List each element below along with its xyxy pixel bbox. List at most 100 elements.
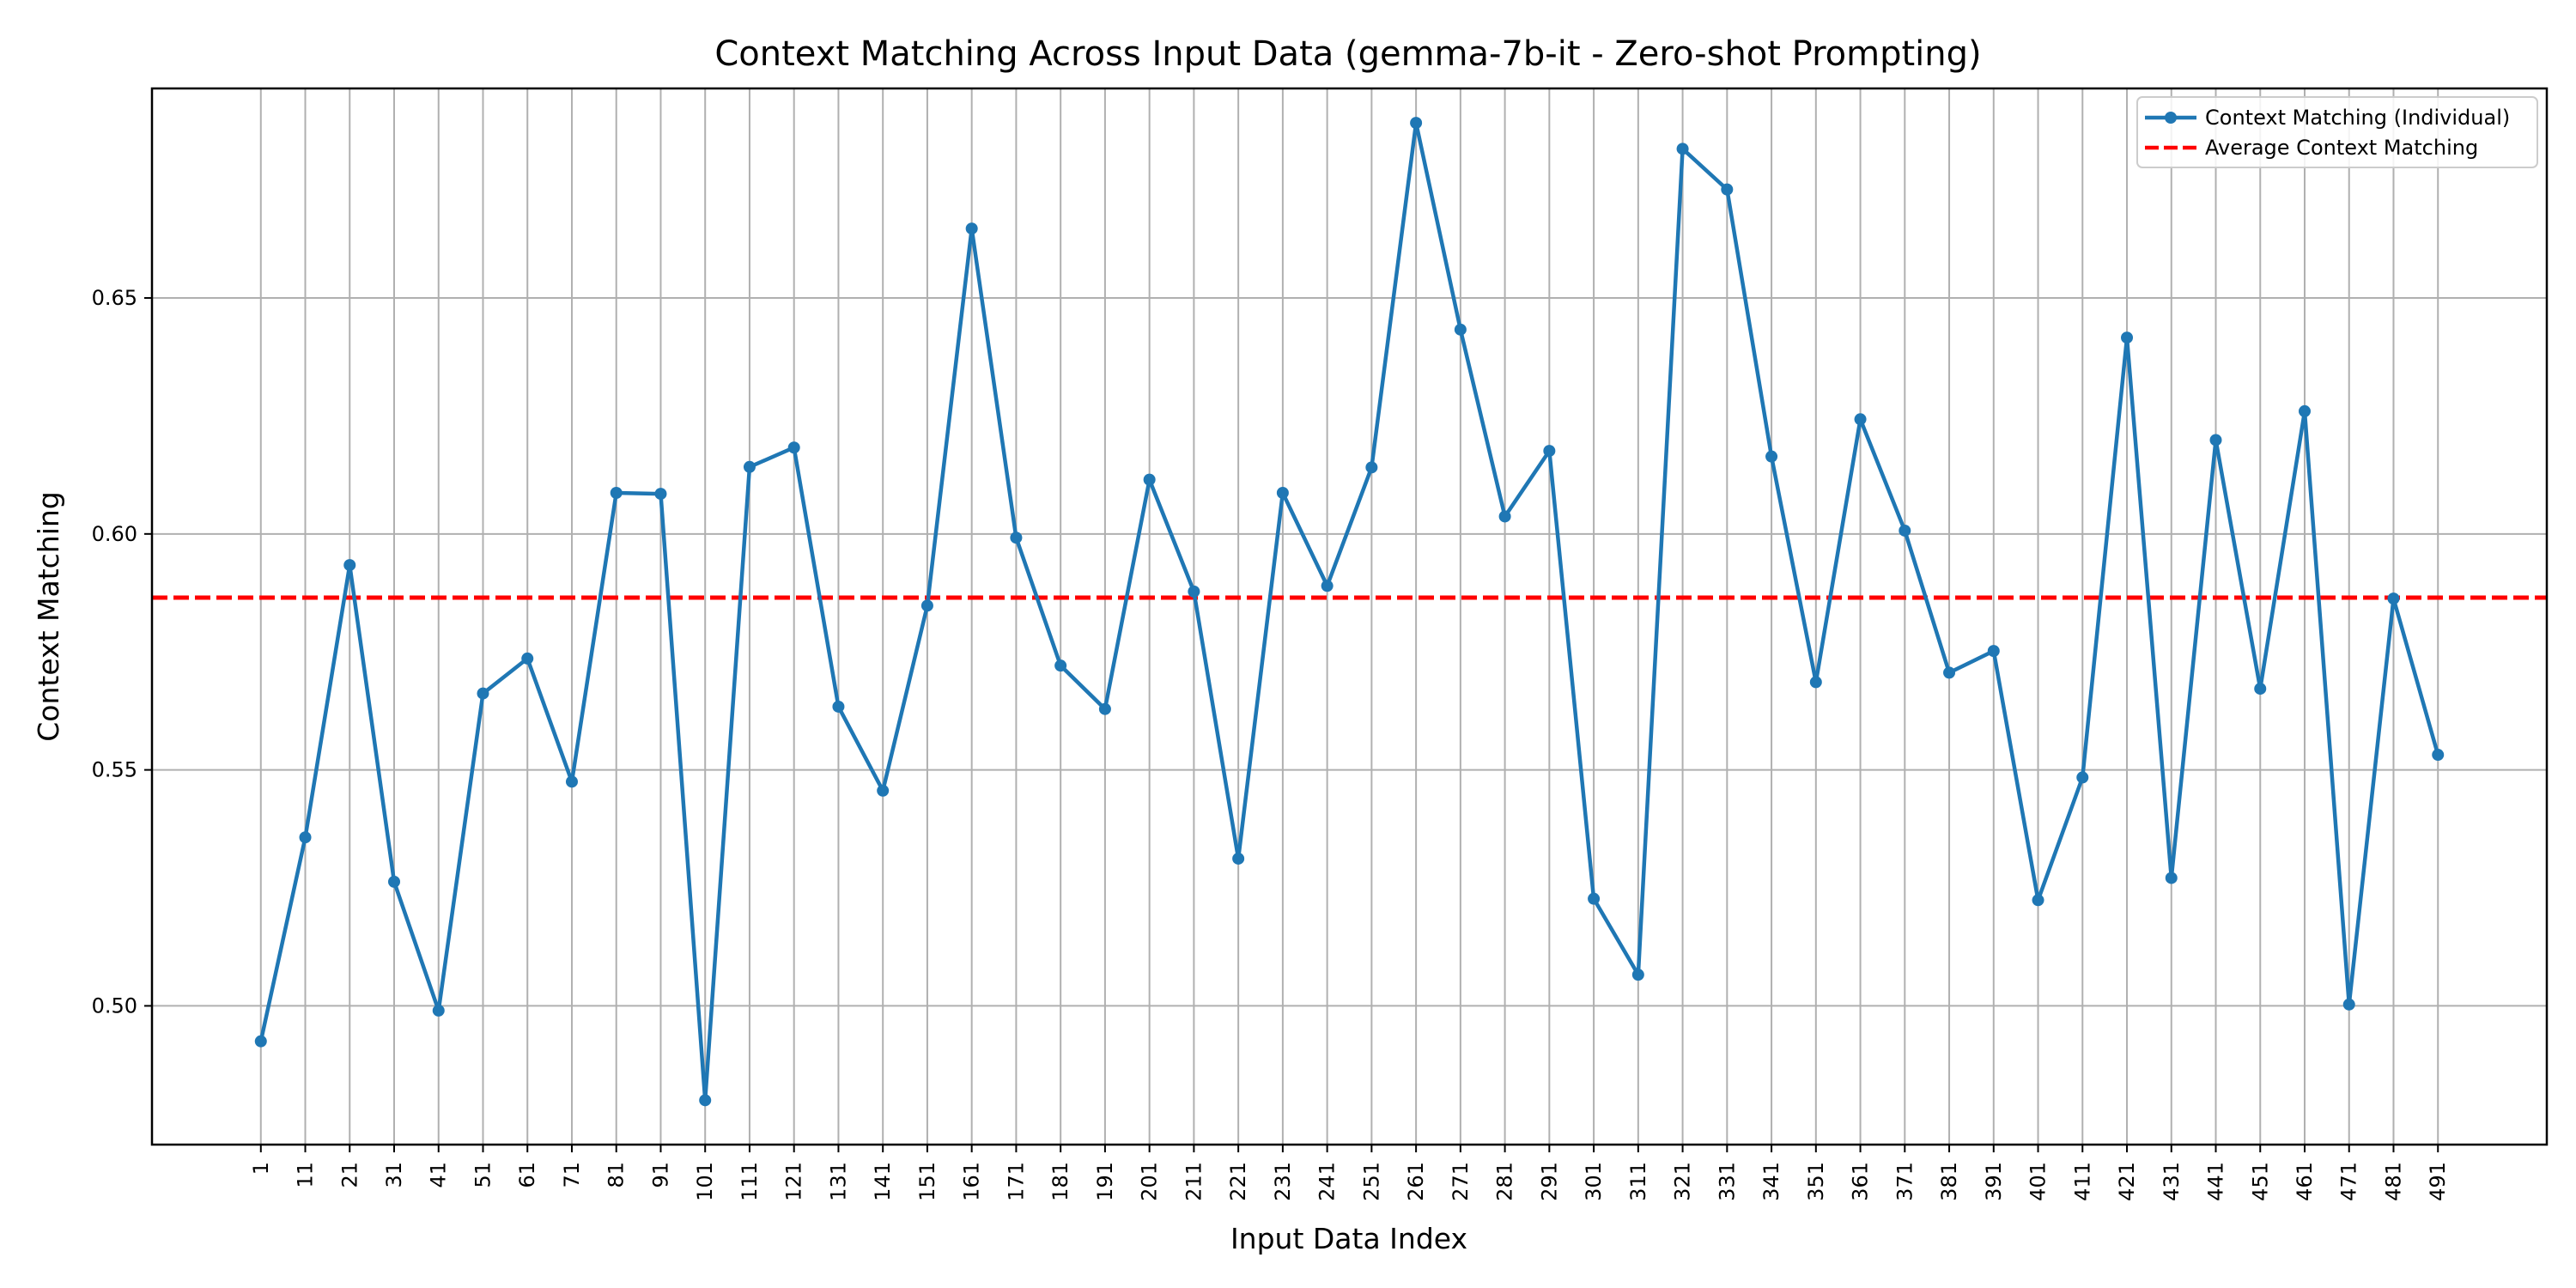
plot-area-frame bbox=[150, 87, 2549, 1146]
data-point bbox=[787, 441, 800, 454]
x-tick-label: 461 bbox=[2293, 1162, 2317, 1201]
legend-series-label: Context Matching (Individual) bbox=[2205, 106, 2510, 130]
x-tick-label: 81 bbox=[605, 1162, 629, 1188]
data-point bbox=[1631, 969, 1644, 981]
y-tick-label: 0.60 bbox=[92, 522, 137, 546]
data-point bbox=[1321, 580, 1334, 592]
data-point bbox=[1543, 445, 1556, 458]
x-tick-label: 181 bbox=[1048, 1162, 1072, 1201]
data-point bbox=[521, 652, 534, 665]
x-tick-label: 291 bbox=[1537, 1162, 1561, 1201]
x-tick-label: 471 bbox=[2337, 1162, 2361, 1201]
data-point bbox=[2209, 434, 2222, 447]
series-layer bbox=[254, 117, 2445, 1107]
x-tick-label: 251 bbox=[1359, 1162, 1383, 1201]
x-tick-label: 221 bbox=[1226, 1162, 1250, 1201]
data-point bbox=[1098, 702, 1111, 715]
x-tick-label: 311 bbox=[1626, 1162, 1650, 1201]
x-tick-label: 401 bbox=[2026, 1162, 2050, 1201]
x-tick-label: 231 bbox=[1271, 1162, 1295, 1201]
data-point bbox=[1010, 532, 1023, 544]
x-tick-label: 41 bbox=[427, 1162, 451, 1188]
data-point bbox=[477, 687, 489, 700]
legend-box bbox=[2136, 96, 2538, 168]
x-tick-label: 301 bbox=[1582, 1162, 1606, 1201]
data-point bbox=[2121, 331, 2134, 344]
data-point bbox=[743, 460, 756, 473]
data-point bbox=[2254, 683, 2267, 696]
x-tick-label: 1 bbox=[249, 1162, 273, 1175]
x-tick-label: 131 bbox=[826, 1162, 850, 1201]
data-point bbox=[343, 559, 356, 572]
data-point bbox=[1498, 510, 1511, 523]
data-point bbox=[1365, 461, 1378, 474]
data-point bbox=[1943, 666, 1956, 679]
x-tick-label: 191 bbox=[1093, 1162, 1117, 1201]
x-tick-label: 381 bbox=[1937, 1162, 1961, 1201]
x-tick-label: 281 bbox=[1493, 1162, 1517, 1201]
data-point bbox=[565, 775, 578, 788]
data-point bbox=[1765, 450, 1778, 463]
x-tick-label: 141 bbox=[871, 1162, 895, 1201]
x-tick-label: 91 bbox=[648, 1162, 672, 1188]
data-point bbox=[1054, 659, 1067, 672]
y-tick-label: 0.50 bbox=[92, 993, 137, 1018]
x-tick-label: 151 bbox=[915, 1162, 939, 1201]
data-point bbox=[388, 875, 401, 888]
x-tick-label: 211 bbox=[1182, 1162, 1206, 1201]
legend-series-marker bbox=[2165, 112, 2177, 124]
x-tick-label: 371 bbox=[1893, 1162, 1917, 1201]
data-point bbox=[1676, 143, 1689, 155]
data-point bbox=[965, 222, 978, 235]
data-point bbox=[2165, 872, 2178, 884]
x-tick-label: 71 bbox=[560, 1162, 584, 1188]
grid-lines bbox=[152, 88, 2547, 1145]
data-point bbox=[2298, 404, 2311, 417]
data-point bbox=[1410, 117, 1423, 130]
x-tick-label: 321 bbox=[1671, 1162, 1695, 1201]
x-tick-label: 331 bbox=[1715, 1162, 1739, 1201]
y-tick-label: 0.55 bbox=[92, 758, 137, 782]
data-point bbox=[1143, 473, 1156, 486]
data-point bbox=[432, 1004, 445, 1017]
y-axis-label: Context Matching bbox=[32, 491, 65, 742]
data-point bbox=[2432, 749, 2445, 762]
data-point bbox=[1854, 413, 1867, 426]
data-point bbox=[2387, 592, 2400, 605]
x-tick-label: 171 bbox=[1004, 1162, 1028, 1201]
x-tick-label: 121 bbox=[782, 1162, 806, 1201]
data-point bbox=[2032, 894, 2044, 907]
legend: Context Matching (Individual) Average Co… bbox=[2136, 96, 2538, 168]
x-tick-label: 441 bbox=[2204, 1162, 2228, 1201]
x-tick-label: 361 bbox=[1849, 1162, 1873, 1201]
legend-average-label: Average Context Matching bbox=[2205, 136, 2478, 160]
x-tick-label: 201 bbox=[1138, 1162, 1162, 1201]
x-tick-label: 31 bbox=[382, 1162, 406, 1188]
x-tick-label: 411 bbox=[2070, 1162, 2094, 1201]
x-axis-label: Input Data Index bbox=[1230, 1222, 1467, 1255]
data-point bbox=[699, 1094, 712, 1107]
x-tick-label: 451 bbox=[2248, 1162, 2272, 1201]
x-axis-ticks: 1 11 21 31 41 51 61 71 81 91 101 111 121 131 141 151 161… bbox=[249, 1145, 2450, 1201]
x-tick-label: 111 bbox=[738, 1162, 762, 1201]
data-point bbox=[2342, 998, 2355, 1011]
x-tick-label: 241 bbox=[1315, 1162, 1340, 1201]
data-point bbox=[1809, 676, 1822, 689]
data-point bbox=[1987, 645, 2000, 658]
y-tick-label: 0.65 bbox=[92, 286, 137, 310]
x-tick-label: 491 bbox=[2426, 1162, 2450, 1201]
series-line bbox=[258, 120, 2440, 1103]
x-tick-label: 101 bbox=[693, 1162, 717, 1201]
data-point bbox=[2076, 771, 2089, 784]
data-point bbox=[1188, 585, 1200, 598]
x-tick-label: 51 bbox=[471, 1162, 495, 1188]
data-point bbox=[1899, 524, 1911, 537]
data-point bbox=[1721, 183, 1734, 196]
data-point bbox=[610, 487, 623, 500]
x-tick-label: 481 bbox=[2381, 1162, 2405, 1201]
data-point bbox=[920, 599, 933, 612]
data-point bbox=[832, 700, 845, 713]
data-point bbox=[877, 784, 890, 797]
